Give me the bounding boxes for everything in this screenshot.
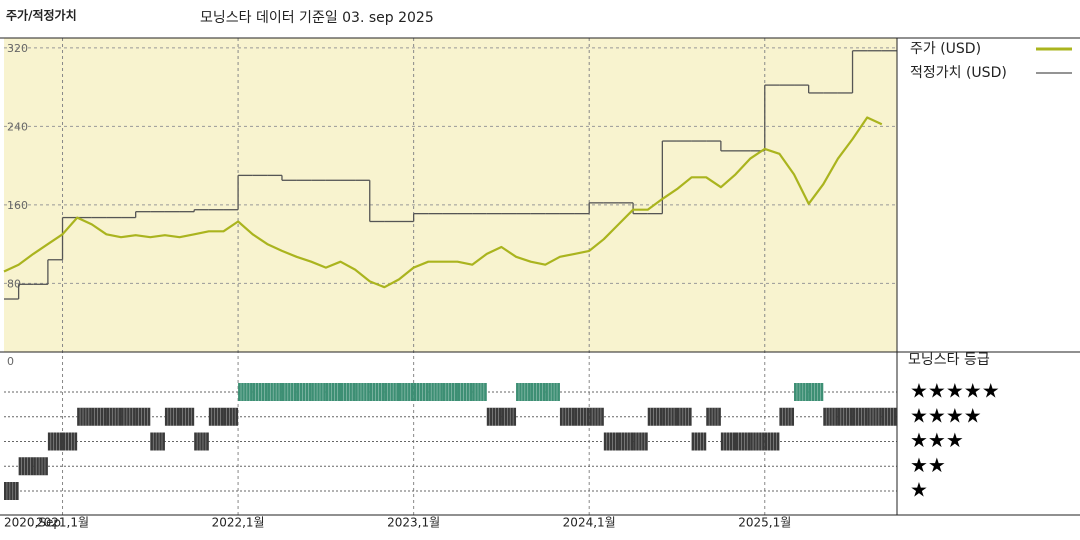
rating-label: ★★★★ — [910, 403, 982, 427]
x-tick-label: 2022,1월 — [212, 516, 265, 530]
rating-bar — [296, 383, 312, 401]
chart-title: 주가/적정가치 — [6, 8, 77, 23]
rating-bar — [779, 407, 795, 426]
price-line — [3, 116, 883, 289]
rating-bar — [472, 383, 487, 401]
rating-bar — [252, 383, 268, 401]
rating-bar — [267, 383, 282, 401]
legend-label: 주가 (USD) — [910, 41, 981, 57]
rating-bar — [91, 407, 107, 426]
rating-bar — [106, 407, 122, 426]
x-tick-label: 2024,1월 — [563, 516, 616, 530]
rating-bar — [208, 407, 224, 426]
rating-bar — [618, 432, 634, 451]
rating-label: ★ — [910, 478, 928, 502]
y-tick-label: 240 — [7, 120, 28, 133]
rating-bar — [867, 407, 882, 426]
rating-bar — [486, 407, 502, 426]
rating-bar — [735, 432, 751, 451]
rating-bar — [355, 383, 370, 401]
frame — [0, 37, 1080, 516]
rating-bar — [4, 482, 19, 500]
rating-bar — [384, 383, 400, 401]
y-tick-label: 80 — [7, 277, 21, 290]
rating-bar — [574, 407, 590, 426]
rating-bar — [399, 383, 414, 401]
rating-bar — [603, 432, 619, 451]
rating-bar — [720, 432, 736, 451]
rating-bar — [764, 432, 780, 451]
x-tick-label: 2023,1월 — [387, 516, 440, 530]
plot-background — [4, 38, 897, 352]
rating-bar — [223, 407, 239, 426]
rating-bar — [442, 383, 458, 401]
rating-bar — [18, 457, 34, 476]
rating-bar — [706, 407, 721, 426]
rating-bar — [530, 383, 546, 401]
rating-bar — [662, 407, 677, 426]
y-tick-label: 160 — [7, 199, 28, 212]
rating-bar — [325, 383, 341, 401]
rating-bar — [77, 407, 92, 426]
rating-bar — [750, 432, 765, 451]
rating-axis-label: 0 — [7, 355, 14, 368]
rating-bar — [47, 432, 63, 451]
rating-bar — [340, 383, 356, 401]
rating-bar — [413, 383, 429, 401]
rating-bar — [852, 407, 868, 426]
rating-bar — [545, 383, 560, 401]
rating-bar — [238, 383, 253, 401]
rating-bar — [808, 383, 824, 401]
rating-bar — [121, 407, 136, 426]
x-tick-label: 2025,1월 — [738, 516, 791, 530]
chart-subtitle: 모닝스타 데이터 기준일 03. sep 2025 — [200, 10, 434, 26]
rating-bar — [501, 407, 517, 426]
rating-title: 모닝스타 등급 — [908, 352, 990, 368]
rating-bar — [311, 383, 326, 401]
x-tick-label: 2020,Sep — [4, 516, 61, 530]
rating-bar — [559, 407, 575, 426]
rating-bar — [62, 432, 78, 451]
rating-bar — [150, 432, 165, 451]
legend-label: 적정가치 (USD) — [910, 65, 1007, 81]
rating-bar — [589, 407, 604, 426]
rating-bar — [135, 407, 151, 426]
rating-bar — [33, 457, 48, 476]
rating-bar — [281, 383, 297, 401]
rating-bar — [516, 383, 531, 401]
rating-label: ★★ — [910, 453, 946, 477]
rating-bar — [676, 407, 692, 426]
rating-bar — [794, 383, 809, 401]
rating-bar — [881, 407, 897, 426]
rating-bar — [823, 407, 838, 426]
rating-bar — [428, 383, 443, 401]
rating-bar — [164, 407, 180, 426]
rating-bar — [691, 432, 707, 451]
y-tick-label: 320 — [7, 42, 28, 55]
rating-label: ★★★★★ — [910, 379, 1000, 403]
rating-label: ★★★ — [910, 428, 964, 452]
x-tick-label: 2021,1월 — [36, 516, 89, 530]
rating-bar — [179, 407, 195, 426]
rating-bar — [633, 432, 648, 451]
rating-bar — [647, 407, 663, 426]
rating-bar — [369, 383, 385, 401]
rating-bar — [837, 407, 853, 426]
rating-bar — [194, 432, 209, 451]
rating-bar — [457, 383, 473, 401]
